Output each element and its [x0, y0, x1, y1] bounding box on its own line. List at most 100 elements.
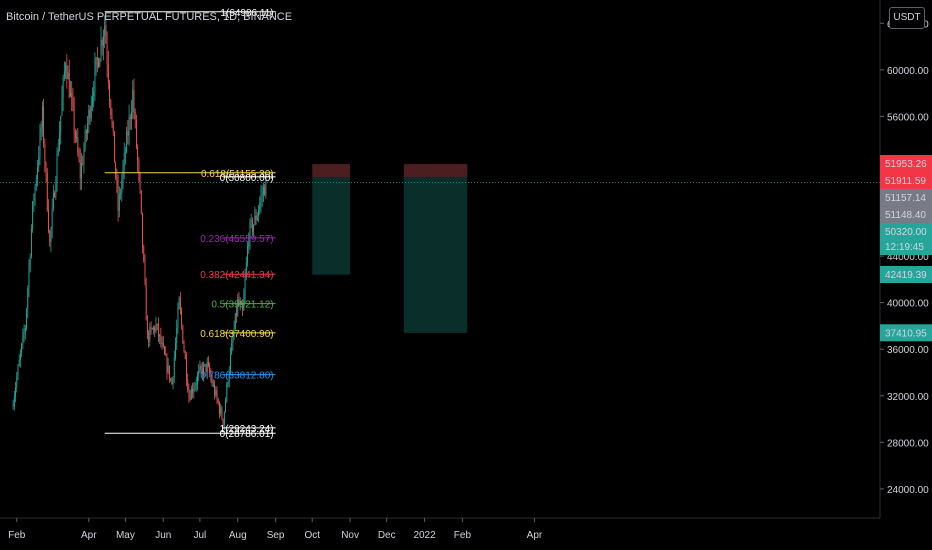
candle-body — [260, 195, 262, 203]
candle-body — [171, 378, 173, 385]
candle-body — [206, 362, 208, 372]
candle-body — [155, 323, 157, 332]
candle-body — [153, 327, 154, 330]
candle-body — [30, 228, 32, 257]
candle-body — [118, 193, 120, 211]
candle-body — [126, 131, 128, 153]
y-tick-label: 56000.00 — [887, 112, 929, 123]
x-tick-label: 2022 — [413, 530, 436, 541]
candle-body — [166, 355, 168, 373]
x-tick-label: Sep — [267, 530, 285, 541]
candle-body — [140, 190, 142, 214]
price-label-text: 51911.59 — [885, 176, 926, 187]
candle-body — [243, 294, 245, 311]
x-axis[interactable]: Feb Apr May Jun Jul Aug Sep Oct Nov Dec 2022 Feb Apr — [0, 517, 880, 541]
candle-body — [83, 149, 85, 165]
fib-lower-level-label: 0.618(37400.90) — [200, 329, 273, 340]
candle-body — [182, 325, 184, 344]
candle-body — [45, 162, 47, 173]
candle-body — [228, 370, 230, 383]
candle-body — [183, 343, 185, 352]
candle-body — [245, 262, 247, 279]
candle-body — [73, 106, 75, 132]
price-label-bg — [880, 206, 932, 224]
fib-upper-level-label: 1(64986.11) — [220, 8, 273, 19]
candle-body — [259, 202, 261, 210]
candle-body — [262, 187, 264, 195]
candle-body — [208, 362, 209, 366]
candle-body — [55, 183, 57, 198]
candle-body — [217, 399, 219, 404]
candle-body — [123, 152, 125, 168]
candle-body — [74, 131, 76, 139]
candle-body — [41, 106, 43, 128]
candle-body — [156, 323, 158, 325]
candle-body — [70, 92, 71, 97]
candle-body — [218, 403, 220, 414]
candle-body — [231, 342, 233, 354]
price-label-bg — [880, 324, 932, 342]
candle-body — [131, 112, 132, 120]
candle-body — [157, 324, 159, 337]
candle-body — [227, 382, 229, 385]
candle-body — [104, 25, 106, 37]
candle-body — [59, 132, 60, 150]
candle-body — [44, 143, 46, 163]
candle-body — [124, 152, 126, 154]
candle-body — [145, 283, 147, 321]
candle-body — [250, 219, 252, 222]
candle-body — [95, 57, 97, 65]
candle-body — [62, 77, 64, 98]
chart-title: Bitcoin / TetherUS PERPETUAL FUTURES, 1D… — [6, 11, 293, 23]
candle-body — [67, 72, 69, 79]
candle-body — [172, 376, 174, 385]
candle-body — [93, 91, 95, 97]
candle-body — [239, 303, 241, 306]
candle-body — [176, 328, 178, 344]
candle-body — [192, 388, 194, 393]
candle-body — [105, 25, 107, 43]
candle-body — [115, 162, 117, 178]
candle-body — [160, 334, 162, 344]
candle-body — [261, 194, 263, 196]
candle-body — [215, 390, 217, 396]
candle-body — [121, 180, 123, 194]
candle-body — [248, 241, 250, 247]
candle-body — [12, 406, 14, 408]
candle-body — [135, 119, 137, 147]
candle-body — [190, 388, 192, 400]
candle-body — [13, 396, 15, 407]
candle-body — [56, 153, 58, 184]
candle-body — [184, 351, 186, 359]
candle-body — [204, 364, 206, 366]
candle-body — [265, 175, 267, 196]
candle-body — [54, 193, 56, 198]
candle-body — [43, 106, 45, 144]
fib-lower-level-label: 1(29243.24) — [220, 424, 274, 435]
x-tick-label: Apr — [527, 530, 543, 541]
fib-lower-level-label: 0(50800.00) — [220, 173, 274, 184]
candle-body — [38, 157, 40, 167]
candle-body — [32, 201, 34, 229]
candle-body — [178, 297, 180, 309]
candle-body — [161, 342, 163, 344]
candle-body — [94, 64, 96, 92]
y-tick-label: 36000.00 — [887, 345, 929, 356]
candle-body — [181, 310, 183, 326]
currency-button[interactable]: USDT — [889, 7, 925, 29]
candle-body — [85, 130, 87, 134]
candle-body — [186, 358, 187, 380]
candle-body — [159, 334, 161, 337]
candle-body — [216, 390, 218, 400]
candle-body — [113, 130, 115, 163]
candle-body — [100, 40, 102, 60]
candle-body — [244, 278, 246, 295]
candle-body — [34, 185, 36, 201]
candle-body — [109, 82, 111, 100]
candle-body — [132, 89, 134, 113]
candle-body — [242, 304, 244, 311]
candle-body — [195, 383, 197, 386]
candle-body — [26, 309, 27, 328]
candle-body — [167, 365, 169, 373]
